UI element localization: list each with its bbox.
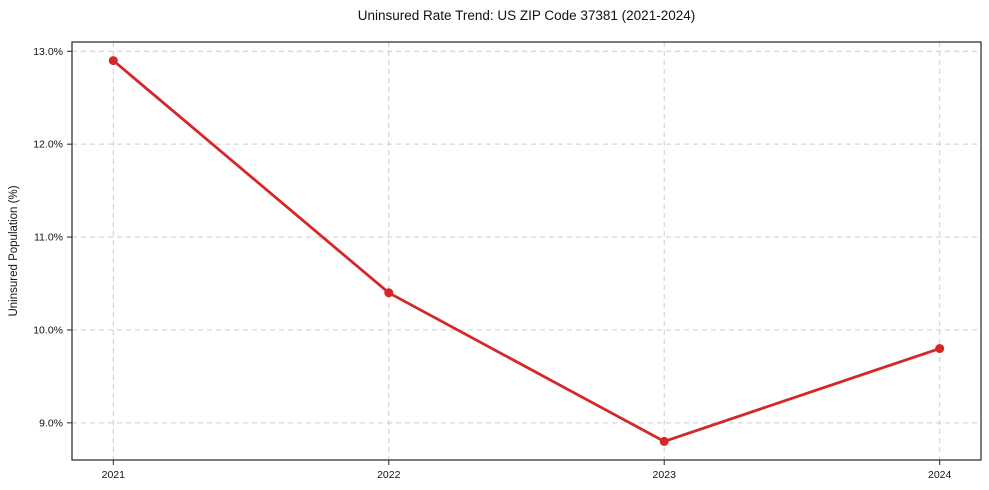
data-point-2022 <box>384 288 394 298</box>
y-tick-label: 9.0% <box>39 417 63 429</box>
x-tick-label: 2022 <box>377 469 401 481</box>
data-point-2021 <box>108 56 118 66</box>
data-point-2023 <box>659 436 669 446</box>
trend-line <box>111 59 942 443</box>
x-tick-label: 2021 <box>102 469 126 481</box>
y-tick-label: 10.0% <box>33 324 63 336</box>
data-point-2024 <box>935 344 945 354</box>
x-tick-label: 2023 <box>653 469 677 481</box>
plot-border <box>71 41 982 461</box>
y-tick-label: 11.0% <box>34 232 63 244</box>
y-tick-label: 12.0% <box>33 139 63 151</box>
y-tick-label: 13.0% <box>33 46 63 58</box>
chart-title: Uninsured Rate Trend: US ZIP Code 37381 … <box>357 8 696 23</box>
x-tick-label: 2024 <box>928 469 952 481</box>
